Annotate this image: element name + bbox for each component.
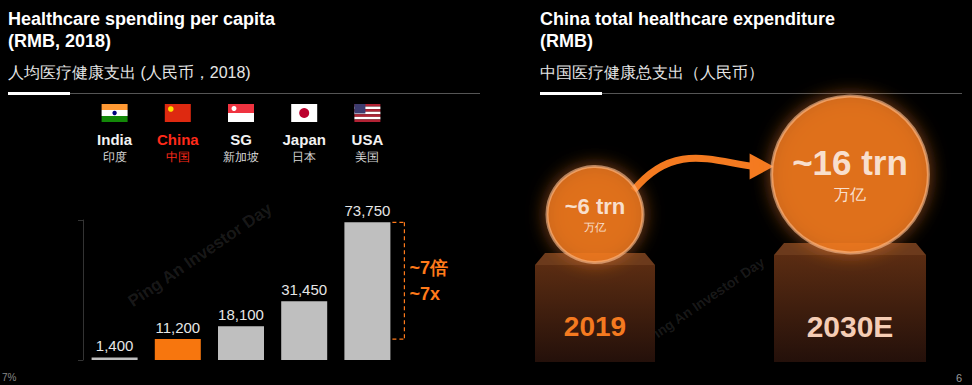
svg-text:1,400: 1,400	[96, 337, 134, 354]
svg-text:万亿: 万亿	[584, 221, 606, 233]
svg-text:~6 trn: ~6 trn	[565, 194, 626, 219]
svg-text:中国医疗健康总支出（人民币）: 中国医疗健康总支出（人民币）	[540, 64, 764, 81]
svg-text:11,200: 11,200	[155, 319, 200, 336]
svg-text:~7倍: ~7倍	[409, 258, 448, 278]
svg-text:人均医疗健康支出 (人民币，2018): 人均医疗健康支出 (人民币，2018)	[8, 64, 251, 81]
svg-text:印度: 印度	[103, 150, 127, 164]
svg-text:~16 trn: ~16 trn	[792, 143, 908, 182]
svg-text:7%: 7%	[2, 372, 17, 383]
svg-text:India: India	[97, 131, 133, 148]
svg-text:2019: 2019	[564, 311, 626, 342]
svg-text:~7x: ~7x	[409, 284, 440, 304]
svg-text:(RMB, 2018): (RMB, 2018)	[8, 31, 111, 51]
svg-text:Ping An Investor Day: Ping An Investor Day	[124, 199, 276, 311]
svg-text:中国: 中国	[166, 150, 190, 164]
svg-text:6: 6	[956, 372, 962, 384]
svg-text:USA: USA	[352, 131, 384, 148]
svg-text:美国: 美国	[355, 150, 379, 164]
svg-text:Healthcare spending per capita: Healthcare spending per capita	[8, 9, 276, 29]
svg-text:万亿: 万亿	[834, 186, 866, 203]
svg-text:日本: 日本	[292, 150, 316, 164]
svg-text:73,750: 73,750	[344, 202, 390, 219]
svg-text:2030E: 2030E	[807, 310, 894, 343]
svg-text:Japan: Japan	[283, 131, 326, 148]
svg-text:31,450: 31,450	[281, 281, 327, 298]
svg-text:SG: SG	[230, 131, 252, 148]
svg-text:Ping An Investor Day: Ping An Investor Day	[643, 254, 768, 347]
svg-text:18,100: 18,100	[218, 306, 264, 323]
svg-text:(RMB): (RMB)	[540, 31, 593, 51]
svg-text:China total healthcare expendi: China total healthcare expenditure	[540, 9, 835, 29]
svg-text:新加坡: 新加坡	[223, 150, 259, 164]
svg-text:China: China	[157, 131, 199, 148]
